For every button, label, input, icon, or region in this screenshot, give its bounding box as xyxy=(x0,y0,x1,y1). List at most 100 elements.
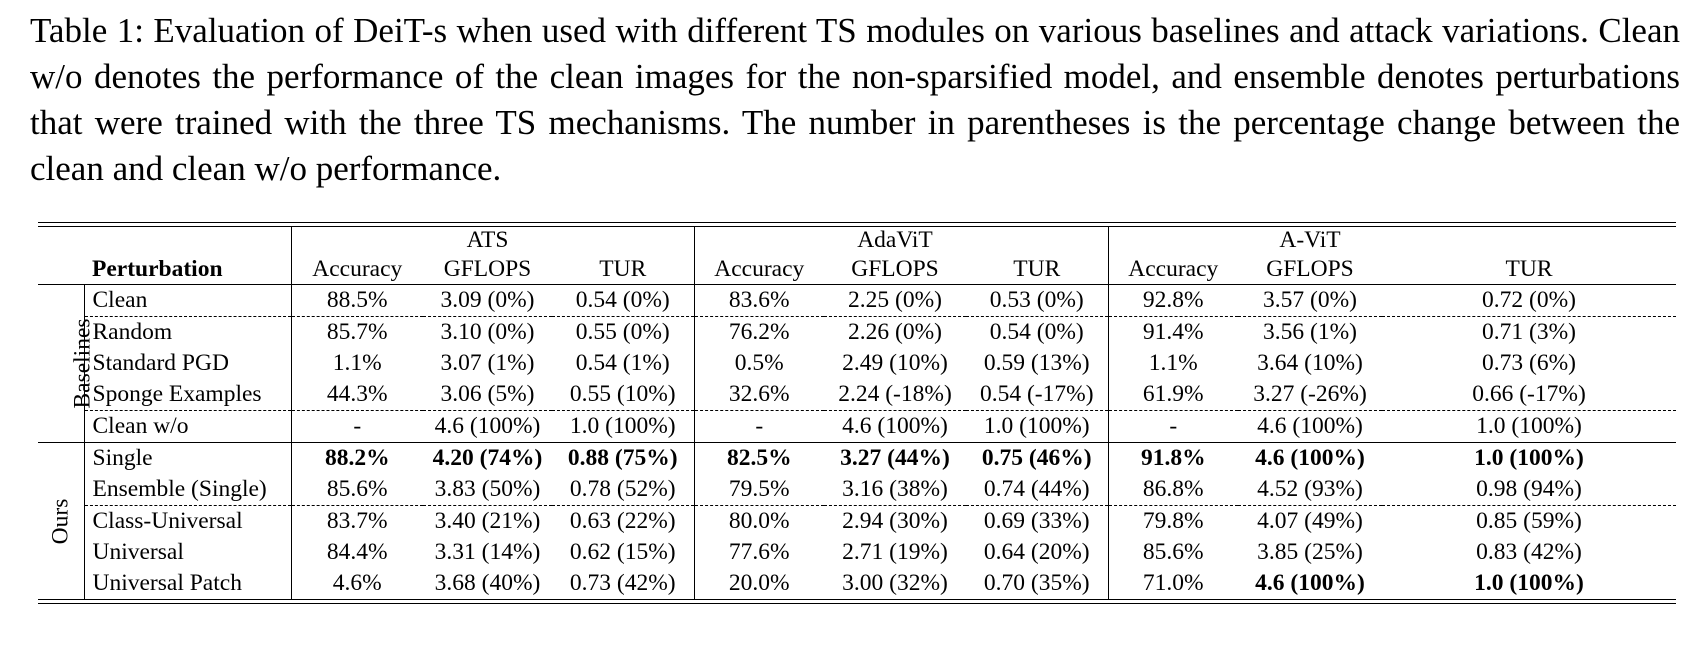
table-cell: 3.83 (50%) xyxy=(434,476,541,502)
table-cell: 2.71 (19%) xyxy=(842,539,948,565)
table-cell: 0.70 (35%) xyxy=(966,568,1109,599)
top-rule xyxy=(38,222,1676,227)
table-cell: 1.0 (100%) xyxy=(966,410,1109,443)
table-cell: 0.71 (3%) xyxy=(1382,316,1676,348)
table-cell: 88.2% xyxy=(291,442,423,474)
table-cell: 4.07 (49%) xyxy=(1238,505,1382,537)
perturbation-name: Universal xyxy=(84,537,292,568)
table-cell: 2.94 (30%) xyxy=(824,505,966,537)
table-cell: 85.7% xyxy=(291,316,423,348)
table-row: Standard PGD 1.1% 3.07 (1%) 0.54 (1%) 0.5% 2.… xyxy=(38,348,1676,379)
perturbation-header: Perturbation xyxy=(84,254,292,285)
table-cell: 3.06 (5%) xyxy=(440,381,535,407)
table-caption: Table 1: Evaluation of DeiT-s when used … xyxy=(30,11,1680,188)
table-cell: 83.6% xyxy=(694,284,824,317)
table-cell: 0.55 (0%) xyxy=(552,316,695,348)
table-cell: 0.73 (42%) xyxy=(552,568,695,599)
section-label: Baselines xyxy=(69,318,96,409)
table-cell: 0.88 (75%) xyxy=(552,442,695,474)
table-cell: 3.27 (-26%) xyxy=(1253,381,1367,407)
metric-header: TUR xyxy=(966,254,1109,285)
table-cell: 3.85 (25%) xyxy=(1257,539,1363,565)
table-cell: 3.10 (0%) xyxy=(423,316,552,348)
perturbation-name: Single xyxy=(84,442,292,474)
table-cell: 1.1% xyxy=(1148,350,1198,376)
table-cell: 3.31 (14%) xyxy=(434,539,541,565)
table-cell: 1.1% xyxy=(332,350,382,376)
section-label-cell: Ours xyxy=(38,442,85,599)
table-cell: 3.09 (0%) xyxy=(423,284,552,317)
table-cell: 0.5% xyxy=(734,350,784,376)
table-cell: 3.40 (21%) xyxy=(423,505,552,537)
table-cell: 2.24 (-18%) xyxy=(838,381,952,407)
metric-header: GFLOPS xyxy=(443,256,532,282)
table-cell: 0.85 (59%) xyxy=(1382,505,1676,537)
table-cell: 4.6 (100%) xyxy=(1238,442,1382,474)
group-header-adavit: AdaViT xyxy=(857,227,933,253)
table-cell: 4.6 (100%) xyxy=(1255,570,1365,596)
table-cell: 0.78 (52%) xyxy=(552,474,695,506)
table-row: Sponge Examples 44.3% 3.06 (5%) 0.55 (10%) 3… xyxy=(38,379,1676,411)
table-cell: 91.8% xyxy=(1108,442,1238,474)
table-cell: 3.64 (10%) xyxy=(1257,350,1363,376)
metric-header: TUR xyxy=(1505,256,1553,282)
table-cell: 4.6 (100%) xyxy=(1238,410,1382,443)
table-cell: 44.3% xyxy=(326,381,388,407)
metric-header: GFLOPS xyxy=(1266,256,1354,282)
section-label-cell: Baselines xyxy=(38,284,96,443)
table-row: Class-Universal 83.7% 3.40 (21%) 0.63 (22%)… xyxy=(38,505,1676,537)
table-cell: 1.0 (100%) xyxy=(1382,442,1676,474)
table-cell: 0.63 (22%) xyxy=(552,505,695,537)
table-cell: 3.16 (38%) xyxy=(842,476,948,502)
group-header-ats: ATS xyxy=(466,227,509,253)
metric-header: Accuracy xyxy=(312,256,403,282)
table-cell: 0.53 (0%) xyxy=(966,284,1109,317)
table-cell: 91.4% xyxy=(1108,316,1238,348)
table-cell: 0.83 (42%) xyxy=(1476,539,1582,565)
table-cell: 3.27 (44%) xyxy=(824,442,966,474)
table-cell: 79.5% xyxy=(728,476,790,502)
table-cell: 20.0% xyxy=(728,570,790,596)
table-cell: 1.0 (100%) xyxy=(552,410,695,443)
table-cell: 0.72 (0%) xyxy=(1382,284,1676,317)
metric-header: TUR xyxy=(552,254,695,285)
table-cell: 88.5% xyxy=(291,284,423,317)
table-cell: 3.68 (40%) xyxy=(434,570,541,596)
table-cell: 32.6% xyxy=(728,381,790,407)
table-cell: 0.54 (0%) xyxy=(552,284,695,317)
table-cell: 3.07 (1%) xyxy=(440,350,535,376)
table-cell: 85.6% xyxy=(1142,539,1204,565)
table-cell: 3.56 (1%) xyxy=(1238,316,1382,348)
perturbation-name: Sponge Examples xyxy=(84,379,292,411)
bottom-rule xyxy=(38,599,1676,604)
table-cell: - xyxy=(1108,410,1238,443)
table-cell: 3.00 (32%) xyxy=(842,570,948,596)
table-cell: 2.26 (0%) xyxy=(824,316,966,348)
metric-header: GFLOPS xyxy=(851,256,939,282)
table-cell: 0.54 (0%) xyxy=(966,316,1109,348)
table-cell: - xyxy=(694,410,824,443)
table-cell: 0.62 (15%) xyxy=(552,537,695,568)
perturbation-name: Clean xyxy=(84,284,292,317)
table-cell: 0.54 (-17%) xyxy=(966,379,1109,411)
perturbation-name: Random xyxy=(84,316,292,348)
group-header-row: ATS AdaViT A-ViT xyxy=(38,227,1676,254)
group-header-avit: A-ViT xyxy=(1279,227,1341,253)
table-cell: 85.6% xyxy=(326,476,388,502)
results-table-container: ATS AdaViT A-ViT Perturbation Accuracy G… xyxy=(38,222,1676,604)
table-cell: 0.69 (33%) xyxy=(966,505,1109,537)
table-cell: 79.8% xyxy=(1108,505,1238,537)
table-cell: 4.20 (74%) xyxy=(423,442,552,474)
table-cell: 4.6 (100%) xyxy=(824,410,966,443)
table-cell: 0.64 (20%) xyxy=(966,537,1109,568)
table-row: Ensemble (Single) 85.6% 3.83 (50%) 0.78 (52… xyxy=(38,474,1676,506)
table-cell: 0.54 (1%) xyxy=(552,348,695,379)
metric-header: Accuracy xyxy=(714,256,805,282)
table-cell: 2.25 (0%) xyxy=(824,284,966,317)
table-cell: 1.0 (100%) xyxy=(1382,410,1676,443)
table-cell: 61.9% xyxy=(1142,381,1204,407)
perturbation-name: Clean w/o xyxy=(84,410,292,443)
table-cell: 92.8% xyxy=(1108,284,1238,317)
table-cell: 83.7% xyxy=(291,505,423,537)
table-row: Clean w/o -4.6 (100%) 1.0 (100%) -4.6 (100%… xyxy=(38,410,1676,443)
